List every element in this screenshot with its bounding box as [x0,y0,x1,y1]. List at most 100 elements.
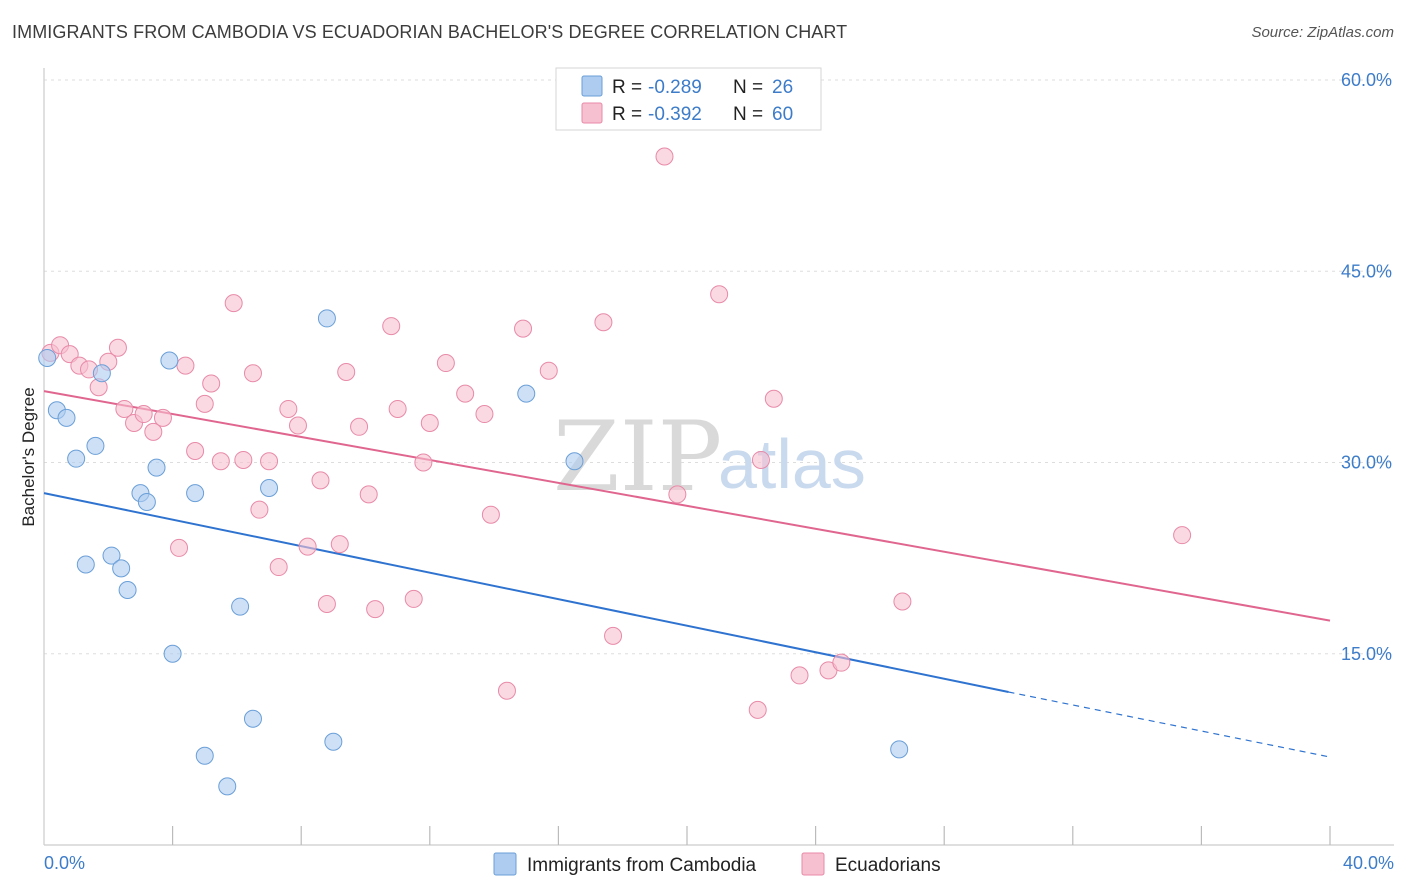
data-point-ecuadorian [359,485,378,504]
data-point-ecuadorian [311,471,330,490]
data-point-ecuadorian [186,442,205,461]
data-point-ecuadorian [108,338,127,357]
data-points [38,147,1192,796]
bottom-legend-swatch-ecuadorians [801,852,825,876]
x-tick-labels: 0.0% 40.0% [44,853,1394,873]
data-point-ecuadorian [269,558,288,577]
data-point-ecuadorian [420,413,439,432]
data-point-ecuadorian [655,147,674,166]
data-point-cambodia [163,644,182,663]
bottom-legend-label-cambodia: Immigrants from Cambodia [527,855,757,876]
x-axis-ticks [172,826,1331,845]
data-point-cambodia [324,732,343,751]
y-tick-labels: 15.0% 30.0% 45.0% 60.0% [1341,70,1392,664]
data-point-ecuadorian [414,453,433,472]
data-point-ecuadorian [330,535,349,554]
data-point-ecuadorian [153,408,172,427]
data-point-ecuadorian [134,405,153,424]
trend-line-ecuadorians [43,390,1331,622]
data-point-cambodia [186,484,205,503]
data-point-cambodia [243,709,262,728]
legend-r-label-ecuadorians: R = [612,104,642,125]
data-point-cambodia [118,581,137,599]
data-point-ecuadorian [144,422,163,441]
data-point-ecuadorian [176,356,195,375]
data-point-ecuadorian [366,600,385,619]
bottom-legend: Immigrants from Cambodia Ecuadorians [493,852,941,876]
data-point-ecuadorian [382,317,401,336]
data-point-cambodia [137,493,156,512]
x-tick-label-min: 0.0% [44,853,85,873]
data-point-cambodia [218,777,237,796]
data-point-cambodia [517,384,536,403]
data-point-cambodia [260,479,279,497]
data-point-cambodia [231,597,250,616]
data-point-ecuadorian [456,384,475,403]
data-point-cambodia [160,351,179,370]
data-point-ecuadorian [751,450,770,469]
data-point-ecuadorian [288,416,307,435]
data-point-cambodia [147,458,166,477]
data-point-ecuadorian [243,364,262,383]
grid-lines [44,79,1394,655]
watermark-atlas: atlas [718,425,866,503]
legend-n-value-cambodia: 26 [772,77,793,98]
y-tick-label: 45.0% [1341,261,1392,281]
axes [43,68,1394,846]
data-point-ecuadorian [279,399,298,418]
data-point-ecuadorian [350,417,369,436]
data-point-ecuadorian [234,450,253,469]
data-point-ecuadorian [514,319,533,338]
data-point-cambodia [86,436,105,455]
bottom-legend-swatch-cambodia [493,852,517,876]
data-point-ecuadorian [317,595,336,614]
bottom-legend-label-ecuadorians: Ecuadorians [835,855,941,876]
y-axis-label: Bachelor's Degree [19,387,38,526]
trend-line-cambodia [43,492,1009,693]
data-point-ecuadorian [764,389,783,408]
data-point-cambodia [38,348,57,367]
legend-n-label-ecuadorians: N = [733,104,763,125]
data-point-ecuadorian [298,537,317,556]
legend-n-value-ecuadorians: 60 [772,104,793,125]
data-point-ecuadorian [539,361,558,380]
trend-line-extension-cambodia [1008,691,1331,758]
data-point-cambodia [57,408,76,427]
data-point-cambodia [92,364,111,383]
data-point-cambodia [890,740,909,759]
y-tick-label: 15.0% [1341,644,1392,664]
data-point-ecuadorian [337,362,356,381]
data-point-ecuadorian [260,452,279,471]
data-point-ecuadorian [475,405,494,424]
data-point-cambodia [102,546,121,565]
data-point-ecuadorian [1173,526,1192,545]
data-point-ecuadorian [211,452,230,471]
legend-swatch-cambodia [581,75,603,97]
data-point-ecuadorian [224,294,243,313]
chart-source: Source: ZipAtlas.com [1251,24,1394,41]
data-point-ecuadorian [710,285,729,304]
data-point-ecuadorian [832,653,851,672]
data-point-ecuadorian [748,700,767,719]
data-point-ecuadorian [668,485,687,504]
legend-swatch-ecuadorians [581,102,603,124]
data-point-cambodia [112,559,131,578]
data-point-ecuadorian [497,681,516,700]
data-point-ecuadorian [170,538,189,557]
data-point-ecuadorian [604,626,623,645]
data-point-ecuadorian [60,345,79,364]
data-point-ecuadorian [115,399,134,418]
legend-r-value-ecuadorians: -0.392 [648,104,702,125]
data-point-ecuadorian [436,354,455,373]
legend: R = -0.289 N = 26 R = -0.392 N = 60 [555,67,822,131]
legend-r-value-cambodia: -0.289 [648,77,702,98]
data-point-ecuadorian [790,666,809,685]
data-point-ecuadorian [202,374,221,393]
x-tick-label-max: 40.0% [1343,853,1394,873]
data-point-ecuadorian [404,589,423,608]
data-point-ecuadorian [893,592,912,611]
data-point-ecuadorian [388,399,407,418]
data-point-ecuadorian [250,500,269,519]
chart-title: IMMIGRANTS FROM CAMBODIA VS ECUADORIAN B… [12,22,848,42]
